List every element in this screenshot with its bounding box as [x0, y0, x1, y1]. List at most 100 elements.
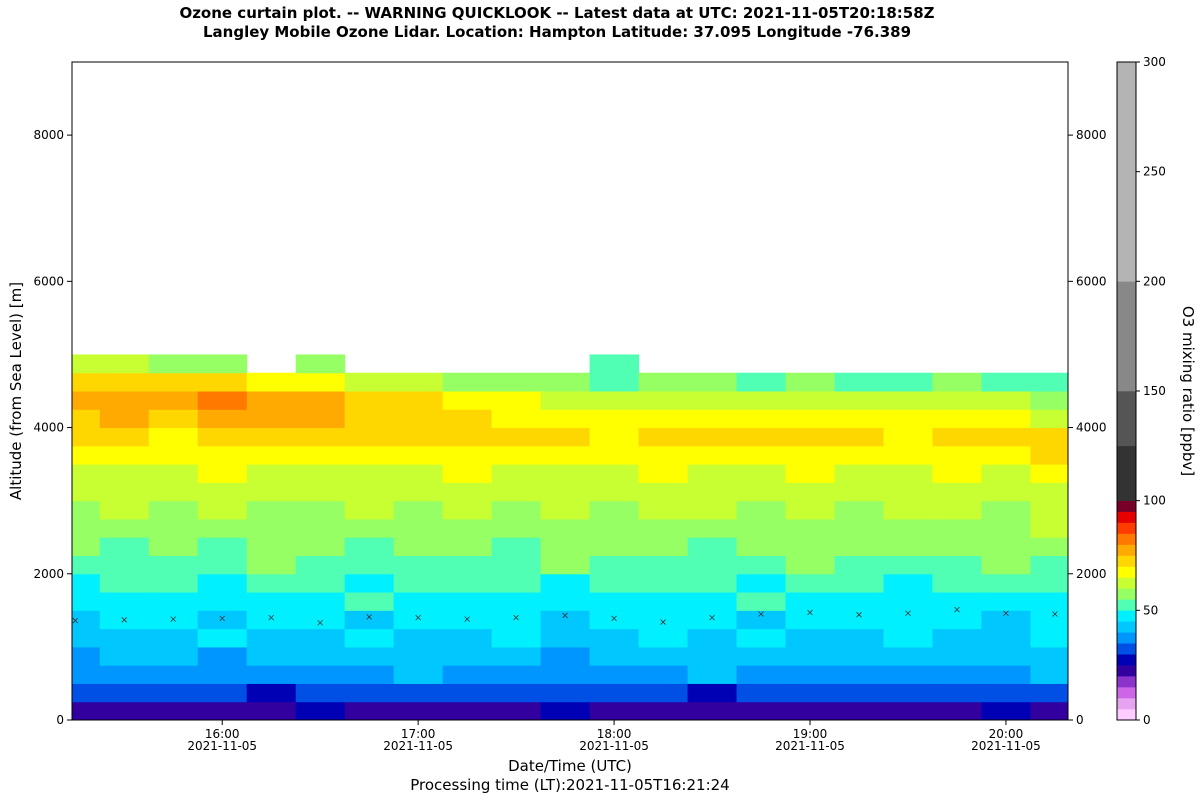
cell [785, 427, 836, 447]
cell [295, 701, 346, 720]
cell [883, 701, 933, 720]
cell [540, 555, 591, 575]
cell [442, 592, 493, 611]
colorbar-segment [1117, 698, 1136, 710]
cell [932, 592, 982, 611]
cell [295, 391, 346, 410]
pbl-marker [121, 617, 128, 623]
cell [883, 683, 933, 703]
y-tick-label: 6000 [33, 274, 64, 288]
cell [687, 409, 738, 429]
cell [393, 701, 444, 720]
cell [197, 537, 248, 556]
cell [491, 555, 542, 575]
cell [99, 628, 150, 648]
colorbar-tick-label: 200 [1143, 274, 1166, 288]
cell [148, 354, 199, 374]
cell [638, 683, 689, 703]
cell [344, 482, 395, 502]
cell [393, 518, 444, 538]
pbl-marker [758, 611, 764, 617]
pbl-marker [856, 611, 862, 618]
colorbar-tick-label: 150 [1143, 384, 1166, 398]
colorbar-segment [1117, 522, 1136, 534]
cell [540, 500, 591, 520]
cell [393, 573, 444, 593]
cell [540, 628, 591, 648]
cell [932, 482, 982, 502]
cell [589, 518, 640, 538]
cell [442, 464, 493, 483]
cell [638, 610, 689, 630]
cell [589, 592, 640, 611]
cell [540, 445, 591, 465]
cell [393, 592, 444, 611]
cell [736, 592, 787, 611]
cell [785, 500, 836, 520]
cell [197, 518, 248, 538]
cell [687, 592, 738, 611]
cell [1030, 683, 1068, 703]
cell [72, 445, 101, 465]
cell [246, 555, 297, 575]
cell [197, 573, 248, 593]
cell [197, 665, 248, 684]
cell [72, 372, 101, 392]
x-tick-label: 20:00 [989, 727, 1024, 741]
y-tick-label: 4000 [33, 421, 64, 435]
cell [99, 665, 150, 684]
colorbar-segment [1117, 621, 1136, 633]
x-tick-date: 2021-11-05 [383, 739, 453, 753]
cell [736, 391, 787, 410]
cell [295, 464, 346, 483]
cell [148, 445, 199, 465]
cell [883, 573, 933, 593]
cell [540, 573, 591, 593]
cell [834, 409, 884, 429]
cell [687, 482, 738, 502]
cell [72, 555, 101, 575]
cell [99, 683, 150, 703]
cell [99, 592, 150, 611]
cell [638, 391, 689, 410]
cell [540, 610, 591, 630]
cell [344, 665, 395, 684]
pbl-marker [1003, 610, 1009, 617]
cell [589, 391, 640, 410]
cell [344, 445, 395, 465]
cell [834, 665, 884, 684]
cell [834, 464, 884, 483]
cell [589, 500, 640, 520]
cell [148, 665, 199, 684]
cell [981, 646, 1031, 666]
cell [736, 482, 787, 502]
cell [834, 628, 884, 648]
cell [981, 665, 1031, 684]
cell [491, 445, 542, 465]
pbl-marker [562, 612, 568, 619]
cell [491, 573, 542, 593]
cell [99, 372, 150, 392]
cell [834, 610, 884, 630]
cell [99, 409, 150, 429]
cell [834, 445, 884, 465]
colorbar-segment [1117, 62, 1136, 282]
colorbar-segment [1117, 654, 1136, 666]
y-tick-label: 8000 [33, 128, 64, 142]
cell [72, 701, 101, 720]
cell [1030, 628, 1068, 648]
cell [932, 409, 982, 429]
x-tick-label: 16:00 [205, 727, 240, 741]
chart-title: Ozone curtain plot. -- WARNING QUICKLOOK… [179, 4, 934, 22]
cell [197, 372, 248, 392]
cell [491, 482, 542, 502]
cell [834, 391, 884, 410]
cell [589, 409, 640, 429]
cell [295, 592, 346, 611]
cell [99, 555, 150, 575]
cell [246, 482, 297, 502]
cell [736, 518, 787, 538]
cell [344, 610, 395, 630]
y-tick-label: 0 [56, 713, 64, 727]
